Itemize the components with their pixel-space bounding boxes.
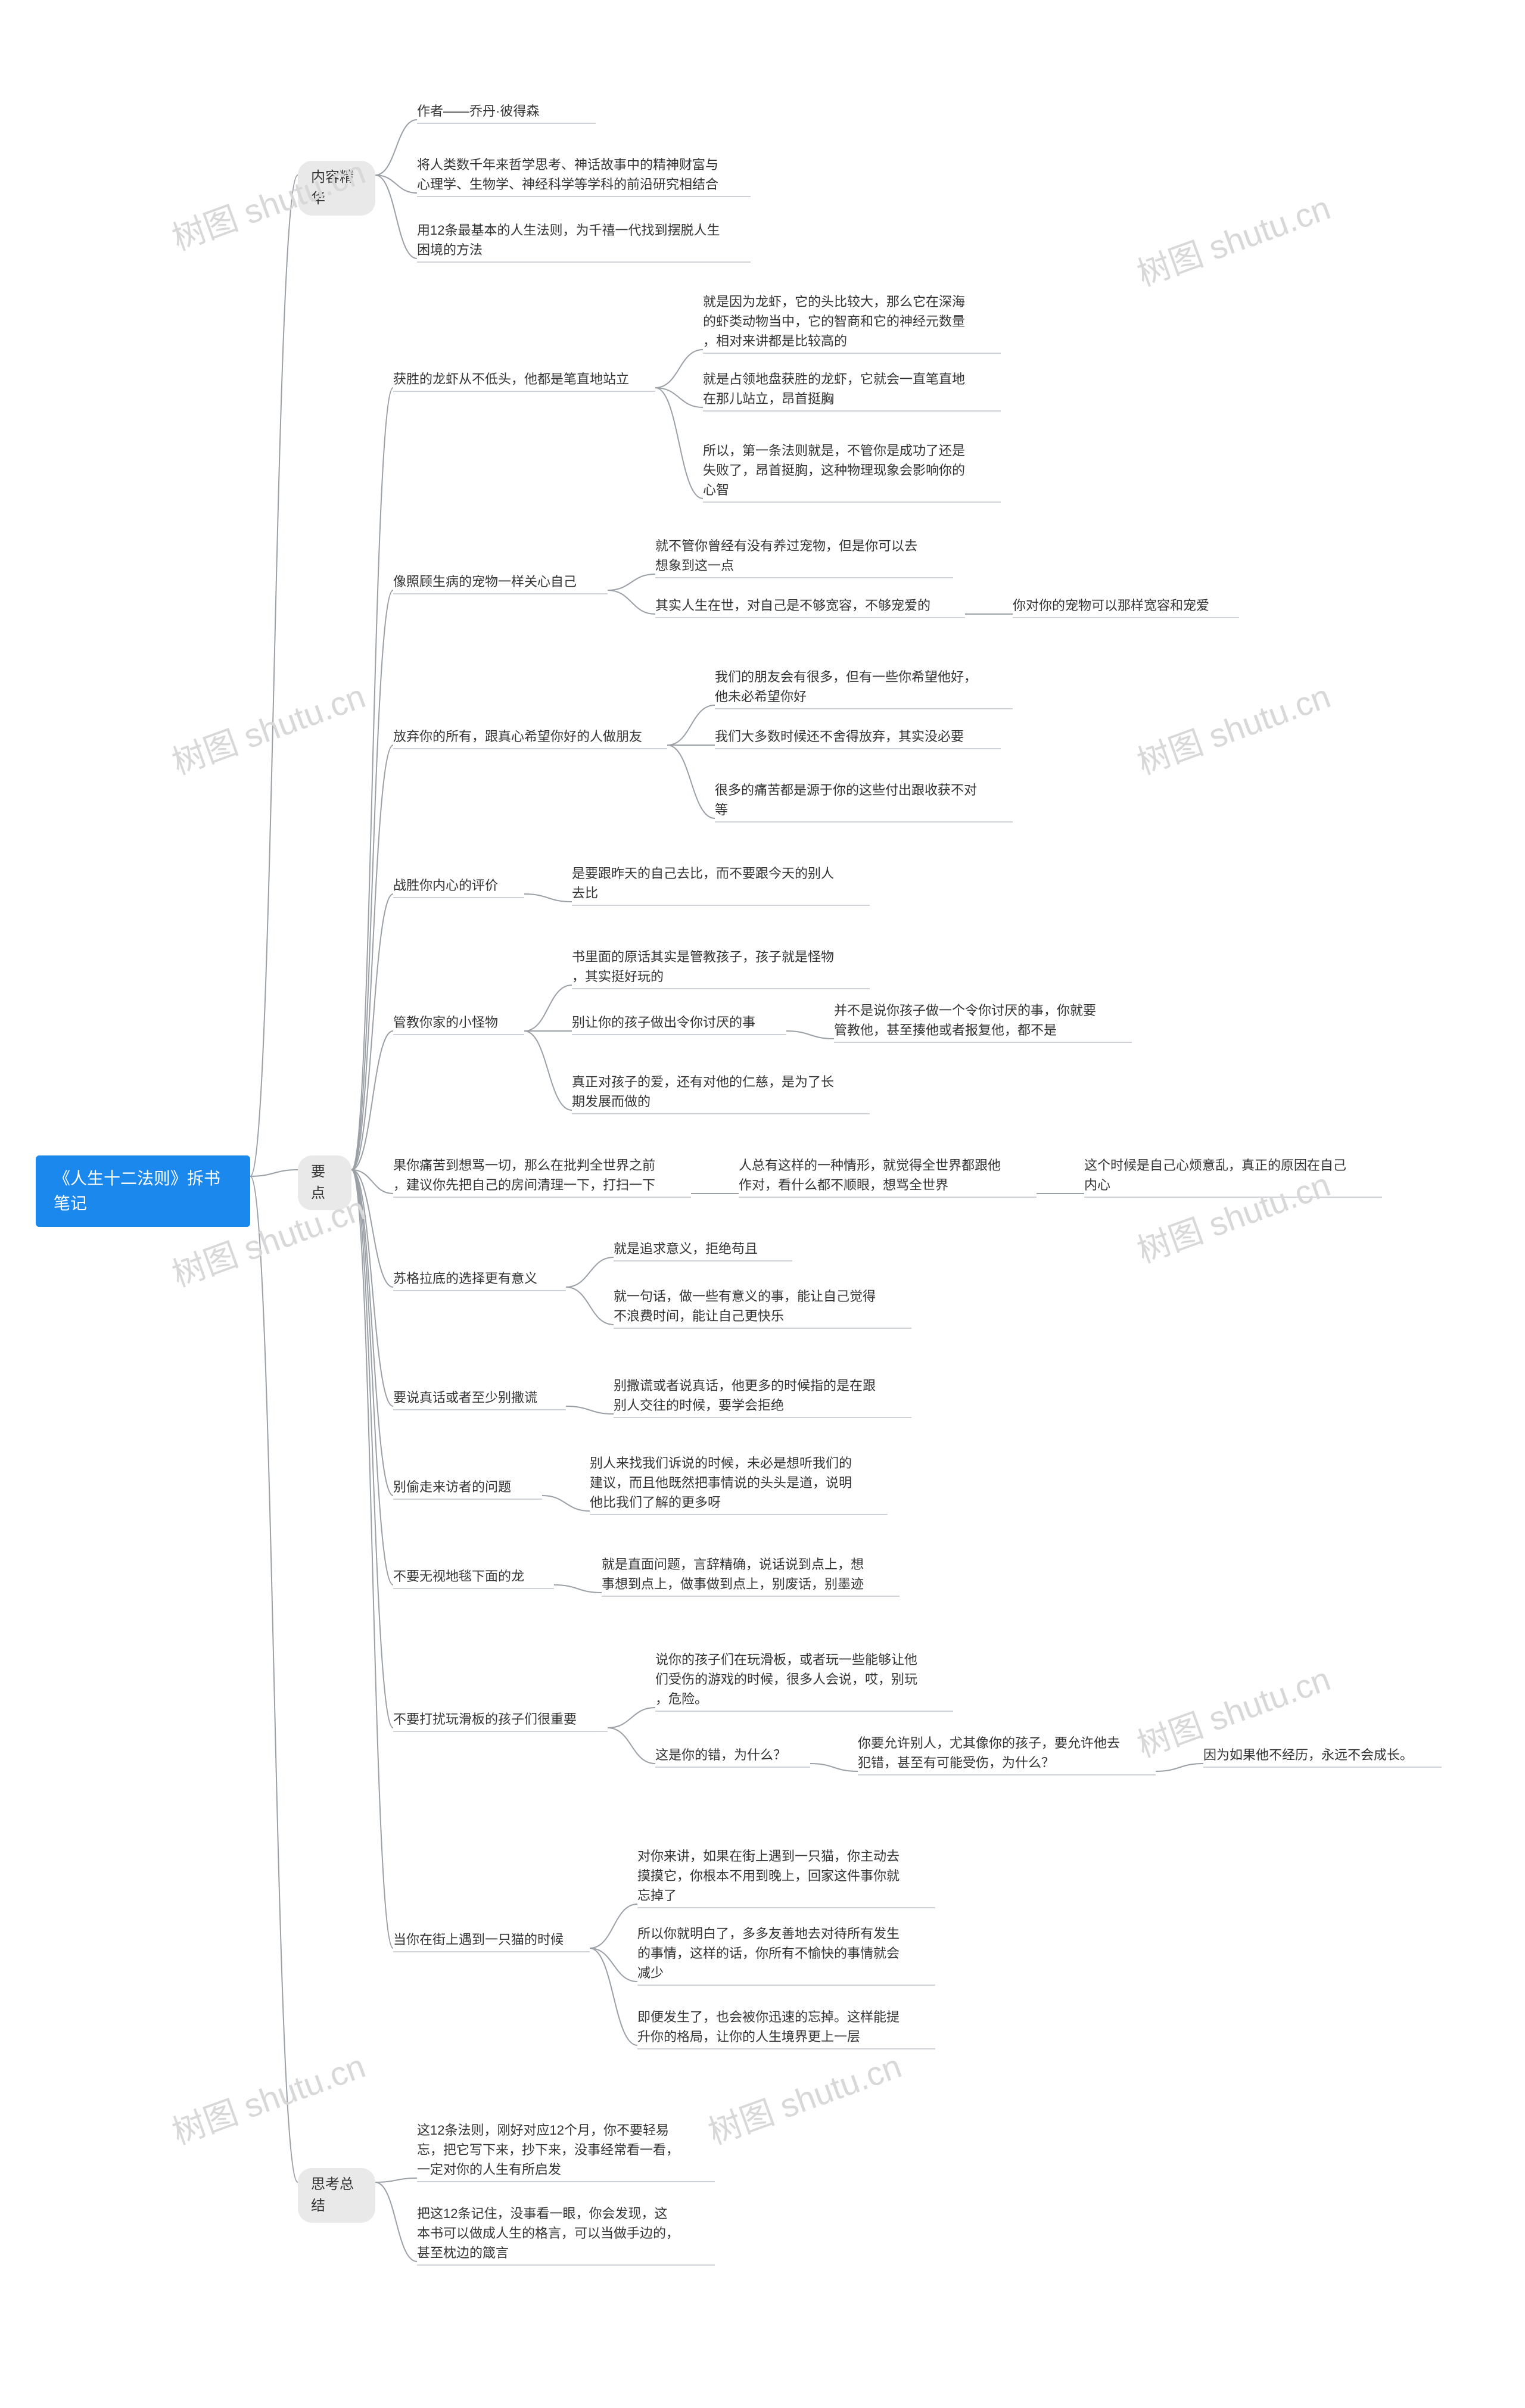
mindmap-node-root: 《人生十二法则》拆书笔记 [36,1155,250,1227]
mindmap-node-b1: 内容精华 [298,161,375,216]
mindmap-node-b2_11: 不要打扰玩滑板的孩子们很重要 [393,1709,608,1733]
mindmap-node-b2_7b: 就一句话，做一些有意义的事，能让自己觉得 不浪费时间，能让自己更快乐 [614,1286,911,1329]
mindmap-node-b2_1b: 就是占领地盘获胜的龙虾，它就会一直笔直地 在那儿站立，昂首挺胸 [703,369,1001,412]
watermark: 树图 shutu.cn [701,2039,907,2154]
mindmap-node-b2_11b1a: 因为如果他不经历，永远不会成长。 [1203,1745,1442,1768]
mindmap-node-b2_5c: 真正对孩子的爱，还有对他的仁慈，是为了长 期发展而做的 [572,1072,870,1115]
mindmap-node-b2_2b: 其实人生在世，对自己是不够宽容，不够宠爱的 [655,596,965,619]
mindmap-node-b1a: 作者——乔丹·彼得森 [417,101,596,124]
mindmap-node-b2_5b1: 并不是说你孩子做一个令你讨厌的事，你就要 管教他，甚至揍他或者报复他，都不是 [834,1001,1132,1043]
mindmap-node-b2_10a: 就是直面问题，言辞精确，说话说到点上，想 事想到点上，做事做到点上，别废话，别墨… [602,1555,900,1597]
mindmap-node-b2_11b: 这是你的错，为什么？ [655,1745,810,1768]
mindmap-node-b2_3: 放弃你的所有，跟真心希望你好的人做朋友 [393,727,667,750]
mindmap-node-b2_12: 当你在街上遇到一只猫的时候 [393,1930,590,1953]
watermark: 树图 shutu.cn [1129,181,1336,295]
mindmap-node-b2_7a: 就是追求意义，拒绝苟且 [614,1239,792,1262]
mindmap-node-b2_12c: 即便发生了，也会被你迅速的忘掉。这样能提 升你的格局，让你的人生境界更上一层 [637,2007,935,2050]
mindmap-node-b3: 思考总结 [298,2168,375,2223]
mindmap-node-b2_6a1: 这个时候是自己心烦意乱，真正的原因在自己 内心 [1084,1155,1382,1198]
mindmap-node-b2_3b: 我们大多数时候还不舍得放弃，其实没必要 [715,727,1001,750]
mindmap-node-b2_2: 像照顾生病的宠物一样关心自己 [393,572,608,595]
mindmap-node-b2_10: 不要无视地毯下面的龙 [393,1566,554,1590]
mindmap-node-b2_12a: 对你来讲，如果在街上遇到一只猫，你主动去 摸摸它，你根本不用到晚上，回家这件事你… [637,1846,935,1909]
mindmap-node-b2_3a: 我们的朋友会有很多，但有一些你希望他好， 他未必希望你好 [715,667,1013,710]
watermark: 树图 shutu.cn [1129,669,1336,784]
watermark: 树图 shutu.cn [164,669,371,784]
mindmap-node-b2_1c: 所以，第一条法则就是，不管你是成功了还是 失败了，昂首挺胸，这种物理现象会影响你… [703,441,1001,503]
mindmap-node-b2_9: 别偷走来访者的问题 [393,1477,542,1500]
mindmap-node-b2_8: 要说真话或者至少别撒谎 [393,1388,566,1411]
mindmap-node-b2_11b1: 你要允许别人，尤其像你的孩子，要允许他去 犯错，甚至有可能受伤，为什么？ [858,1733,1156,1776]
mindmap-node-b2_9a: 别人来找我们诉说的时候，未必是想听我们的 建议，而且他既然把事情说的头头是道，说… [590,1453,888,1516]
mindmap-node-b2_11a: 说你的孩子们在玩滑板，或者玩一些能够让他 们受伤的游戏的时候，很多人会说，哎，别… [655,1650,953,1712]
mindmap-node-b2_2a: 就不管你曾经有没有养过宠物，但是你可以去 想象到这一点 [655,536,953,579]
mindmap-node-b2_5a: 书里面的原话其实是管教孩子，孩子就是怪物 ，其实挺好玩的 [572,947,870,990]
mindmap-node-b2_2b1: 你对你的宠物可以那样宽容和宠爱 [1013,596,1239,619]
watermark: 树图 shutu.cn [164,2039,371,2154]
mindmap-node-b2_1a: 就是因为龙虾，它的头比较大，那么它在深海 的虾类动物当中，它的智商和它的神经元数… [703,292,1001,354]
mindmap-node-b2_5: 管教你家的小怪物 [393,1013,524,1036]
mindmap-node-b3a: 这12条法则，刚好对应12个月，你不要轻易 忘，把它写下来，抄下来，没事经常看一… [417,2120,715,2183]
mindmap-node-b2_4: 战胜你内心的评价 [393,876,524,899]
mindmap-node-b2_4a: 是要跟昨天的自己去比，而不要跟今天的别人 去比 [572,864,870,906]
mindmap-node-b1c: 用12条最基本的人生法则，为千禧一代找到摆脱人生 困境的方法 [417,220,751,263]
mindmap-node-b2_7: 苏格拉底的选择更有意义 [393,1269,566,1292]
mindmap-node-b2_6: 果你痛苦到想骂一切，那么在批判全世界之前 ，建议你先把自己的房间清理一下，打扫一… [393,1155,691,1198]
mindmap-node-b2_3c: 很多的痛苦都是源于你的这些付出跟收获不对 等 [715,780,1013,823]
mindmap-node-b2_1: 获胜的龙虾从不低头，他都是笔直地站立 [393,369,655,392]
mindmap-node-b2_8a: 别撒谎或者说真话，他更多的时候指的是在跟 别人交往的时候，要学会拒绝 [614,1376,911,1419]
mindmap-node-b2: 要点 [298,1155,351,1210]
mindmap-node-b1b: 将人类数千年来哲学思考、神话故事中的精神财富与 心理学、生物学、神经科学等学科的… [417,155,751,198]
mindmap-node-b2_5b: 别让你的孩子做出令你讨厌的事 [572,1013,786,1036]
mindmap-node-b2_6a: 人总有这样的一种情形，就觉得全世界都跟他 作对，看什么都不顺眼，想骂全世界 [739,1155,1037,1198]
mindmap-node-b2_12b: 所以你就明白了，多多友善地去对待所有发生 的事情，这样的话，你所有不愉快的事情就… [637,1924,935,1986]
mindmap-node-b3b: 把这12条记住，没事看一眼，你会发现，这 本书可以做成人生的格言，可以当做手边的… [417,2204,715,2266]
